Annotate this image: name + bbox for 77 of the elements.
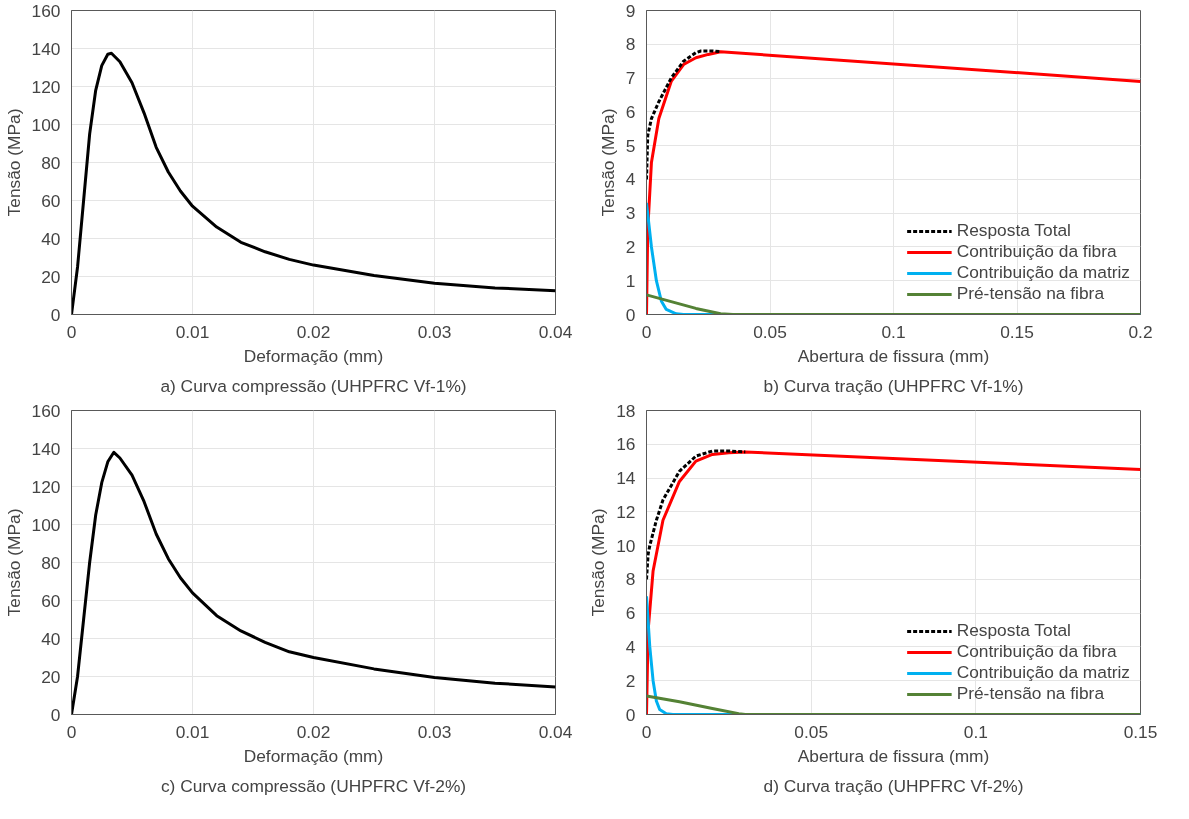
y-tick-label: 60	[41, 190, 61, 211]
y-tick-label: 4	[625, 636, 636, 657]
x-tick-label: 0.04	[538, 321, 573, 342]
y-tick-label: 3	[625, 203, 636, 224]
y-tick-label: 5	[625, 135, 636, 156]
y-tick-label: 80	[41, 552, 61, 573]
y-tick-label: 0	[50, 704, 61, 725]
y-tick-label: 140	[31, 438, 61, 459]
legend-label: Contribuição da matriz	[956, 662, 1130, 683]
y-tick-label: 16	[616, 434, 636, 455]
y-tick-label: 100	[31, 114, 61, 135]
y-tick-label: 160	[31, 400, 61, 421]
legend-label: Contribuição da matriz	[956, 262, 1130, 283]
y-tick-label: 6	[625, 101, 636, 122]
y-tick-label: 4	[625, 169, 636, 190]
legend-label: Pré-tensão na fibra	[956, 683, 1105, 704]
x-axis-title: Abertura de fissura (mm)	[797, 345, 990, 366]
x-tick-label: 0	[66, 721, 77, 742]
y-axis-title: Tensão (MPa)	[588, 508, 609, 617]
y-tick-label: 7	[625, 68, 636, 89]
x-axis-title: Abertura de fissura (mm)	[797, 745, 990, 766]
y-tick-label: 18	[616, 400, 636, 421]
x-tick-label: 0	[641, 721, 652, 742]
x-tick-label: 0	[66, 321, 77, 342]
y-tick-label: 60	[41, 590, 61, 611]
y-tick-label: 14	[616, 468, 636, 489]
x-tick-label: 0.05	[753, 321, 787, 342]
legend-label: Contribuição da fibra	[956, 241, 1117, 262]
y-tick-label: 1	[625, 270, 636, 291]
y-tick-label: 120	[31, 76, 61, 97]
x-tick-label: 0.1	[881, 321, 906, 342]
x-tick-label: 0.02	[296, 721, 331, 742]
legend-label: Resposta Total	[956, 220, 1071, 241]
text: c) Curva compressão (UHPFRC Vf-2%)	[160, 775, 467, 796]
y-tick-label: 140	[31, 38, 61, 59]
x-tick-label: 0	[641, 321, 652, 342]
legend-label: Contribuição da fibra	[956, 641, 1117, 662]
y-tick-label: 8	[625, 34, 636, 55]
x-tick-label: 0.01	[175, 321, 210, 342]
y-tick-label: 8	[625, 569, 636, 590]
x-tick-label: 0.04	[538, 721, 573, 742]
x-axis-title: Deformação (mm)	[243, 745, 384, 766]
y-tick-label: 9	[625, 0, 636, 21]
y-tick-label: 20	[41, 666, 61, 687]
x-tick-label: 0.15	[1123, 721, 1158, 742]
y-tick-label: 2	[625, 670, 636, 691]
y-tick-label: 0	[50, 304, 61, 325]
x-tick-label: 0.03	[417, 321, 452, 342]
y-tick-label: 40	[41, 228, 61, 249]
x-tick-label: 0.02	[296, 321, 331, 342]
text: a) Curva compressão (UHPFRC Vf-1%)	[160, 375, 467, 396]
x-tick-label: 0.03	[417, 721, 452, 742]
x-tick-label: 0.1	[963, 721, 988, 742]
y-tick-label: 80	[41, 152, 61, 173]
x-axis-title: Deformação (mm)	[243, 345, 384, 366]
legend-label: Pré-tensão na fibra	[956, 283, 1105, 304]
x-tick-label: 0.01	[175, 721, 210, 742]
text: d) Curva tração (UHPFRC Vf-2%)	[763, 775, 1024, 796]
x-tick-label: 0.05	[794, 721, 829, 742]
y-tick-label: 0	[625, 304, 636, 325]
y-axis-title: Tensão (MPa)	[3, 508, 24, 617]
y-tick-label: 20	[41, 266, 61, 287]
y-tick-label: 12	[616, 501, 636, 522]
x-tick-label: 0.15	[1000, 321, 1034, 342]
y-axis-title: Tensão (MPa)	[3, 108, 24, 217]
y-tick-label: 100	[31, 514, 61, 535]
y-tick-label: 40	[41, 628, 61, 649]
text: b) Curva tração (UHPFRC Vf-1%)	[763, 375, 1024, 396]
legend-label: Resposta Total	[956, 620, 1071, 641]
y-tick-label: 10	[616, 535, 636, 556]
y-tick-label: 0	[625, 704, 636, 725]
y-tick-label: 160	[31, 0, 61, 21]
y-tick-label: 6	[625, 603, 636, 624]
x-tick-label: 0.2	[1128, 321, 1153, 342]
y-tick-label: 2	[625, 236, 636, 257]
y-axis-title: Tensão (MPa)	[597, 108, 618, 217]
y-tick-label: 120	[31, 476, 61, 497]
